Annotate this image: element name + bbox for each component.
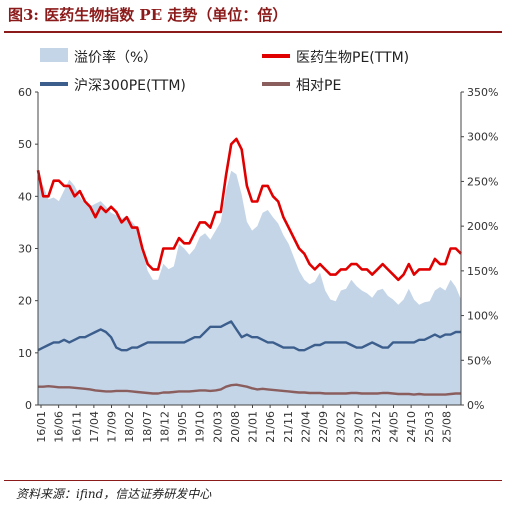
x-tick-label: 24/05 bbox=[388, 411, 401, 443]
x-tick-label: 21/01 bbox=[247, 411, 260, 443]
right-tick-label: 100% bbox=[467, 310, 498, 323]
x-tick-label: 20/08 bbox=[229, 411, 242, 443]
x-tick-label: 21/06 bbox=[264, 411, 277, 443]
x-tick-label: 22/09 bbox=[317, 411, 330, 443]
right-tick-label: 300% bbox=[467, 131, 498, 144]
right-tick-label: 200% bbox=[467, 220, 498, 233]
x-tick-label: 24/10 bbox=[405, 411, 418, 443]
x-tick-label: 16/06 bbox=[53, 411, 66, 443]
plot-area bbox=[36, 137, 462, 405]
left-tick-label: 50 bbox=[18, 138, 32, 151]
x-tick-label: 23/07 bbox=[352, 411, 365, 443]
right-tick-label: 150% bbox=[467, 265, 498, 278]
series-line-1 bbox=[36, 137, 462, 282]
left-tick-label: 40 bbox=[18, 190, 32, 203]
left-tick-label: 0 bbox=[25, 399, 32, 412]
chart: 0 10 20 30 40 50 60 0% 50% 100% 150% 200% 250% 300% 35… bbox=[18, 48, 498, 443]
legend-label: 溢价率（%） bbox=[74, 49, 157, 66]
x-tick-label: 21/11 bbox=[282, 411, 295, 443]
x-tick-label: 18/02 bbox=[123, 411, 136, 443]
legend-swatch bbox=[40, 48, 68, 62]
series-line-3 bbox=[38, 383, 461, 396]
left-tick-label: 60 bbox=[18, 86, 32, 99]
legend-label: 相对PE bbox=[296, 78, 341, 94]
right-tick-label: 50% bbox=[467, 354, 491, 367]
left-tick-label: 10 bbox=[18, 347, 32, 360]
x-tick-label: 17/04 bbox=[88, 411, 101, 443]
legend-label: 医药生物PE(TTM) bbox=[296, 50, 409, 66]
title-rule bbox=[4, 31, 502, 33]
x-tick-label: 18/07 bbox=[141, 411, 154, 443]
right-tick-label: 350% bbox=[467, 86, 498, 99]
source-rule bbox=[4, 480, 502, 481]
left-tick-label: 20 bbox=[18, 295, 32, 308]
x-tick-label: 22/04 bbox=[299, 411, 312, 443]
right-tick-label: 250% bbox=[467, 175, 498, 188]
left-tick-label: 30 bbox=[18, 243, 32, 256]
x-tick-label: 25/03 bbox=[423, 411, 436, 443]
chart-title: 图3: 医药生物指数 PE 走势（单位：倍） bbox=[8, 6, 288, 24]
source-note: 资料来源：ifind，信达证券研发中心 bbox=[16, 487, 212, 501]
x-tick-label: 18/12 bbox=[158, 411, 171, 443]
x-tick-label: 25/08 bbox=[440, 411, 453, 443]
legend: 溢价率（%） 医药生物PE(TTM) 沪深300PE(TTM) 相对PE bbox=[40, 48, 409, 94]
x-tick-label: 23/02 bbox=[335, 411, 348, 443]
x-tick-label: 19/05 bbox=[176, 411, 189, 443]
series-line-2 bbox=[37, 320, 461, 352]
legend-label: 沪深300PE(TTM) bbox=[74, 78, 186, 94]
x-tick-label: 20/03 bbox=[211, 411, 224, 443]
x-tick-label: 16/01 bbox=[35, 411, 48, 443]
x-tick-label: 19/10 bbox=[194, 411, 207, 443]
x-tick-label: 17/09 bbox=[106, 411, 119, 443]
x-tick-label: 16/11 bbox=[70, 411, 83, 443]
axes: 0 10 20 30 40 50 60 0% 50% 100% 150% 200% 250% 300% 35… bbox=[18, 86, 498, 443]
x-tick-label: 23/12 bbox=[370, 411, 383, 443]
right-tick-label: 0% bbox=[467, 399, 484, 412]
